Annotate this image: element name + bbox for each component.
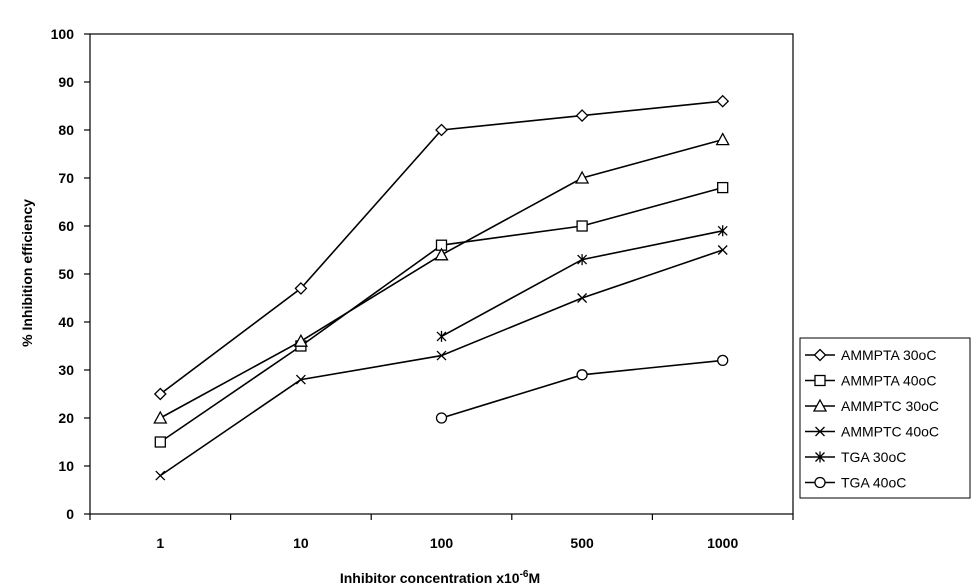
legend-label: TGA 40oC	[841, 475, 906, 491]
legend-label: AMMPTA 40oC	[841, 373, 936, 389]
x-axis-title: Inhibitor concentration x10-6M	[340, 569, 540, 586]
x-axis: 1 10 100 500 1000	[89, 514, 794, 551]
x-tick-label: 1000	[707, 535, 738, 551]
x-tick-label: 100	[430, 535, 454, 551]
x-tick-label: 1	[156, 535, 164, 551]
series-5	[435, 354, 729, 424]
data-point	[435, 412, 448, 424]
data-point	[717, 245, 728, 255]
series-2	[153, 132, 730, 424]
legend-label: AMMPTC 40oC	[841, 424, 939, 440]
data-point	[155, 470, 166, 481]
y-tick-label: 10	[58, 458, 74, 474]
data-point	[575, 109, 589, 123]
legend: AMMPTA 30oC AMMPTA 40oC AMMPTC 30oC AMMPTC …	[799, 337, 971, 499]
legend-marker	[814, 476, 826, 489]
series-group	[153, 94, 730, 481]
x-axis-title-main: Inhibitor concentration x10	[340, 570, 520, 586]
y-tick-label: 100	[51, 26, 75, 42]
data-point	[717, 181, 729, 194]
legend-label: AMMPTC 30oC	[841, 398, 939, 414]
data-point	[577, 293, 588, 303]
y-tick-label: 60	[58, 218, 74, 234]
data-point	[576, 220, 588, 232]
legend-marker	[813, 348, 827, 362]
legend-label: TGA 30oC	[841, 449, 906, 465]
data-point	[435, 123, 448, 137]
data-point	[717, 354, 729, 367]
legend-box	[799, 337, 971, 499]
data-point	[153, 387, 167, 401]
data-point	[294, 281, 308, 295]
x-tick-label: 10	[293, 535, 309, 551]
data-point	[577, 254, 588, 266]
data-point	[575, 170, 590, 184]
data-point	[434, 247, 449, 261]
y-tick-label: 40	[58, 314, 74, 330]
data-point	[153, 410, 168, 424]
data-point	[436, 330, 447, 342]
data-point	[295, 374, 306, 385]
y-tick-label: 0	[66, 506, 74, 522]
x-axis-title-exponent: -6	[520, 569, 529, 580]
legend-label: AMMPTA 30oC	[841, 347, 936, 363]
y-tick-label: 70	[58, 170, 74, 186]
legend-marker	[812, 398, 828, 412]
data-point	[717, 225, 728, 237]
y-tick-label: 20	[58, 410, 74, 426]
y-axis: 0 10 20 30 40 50 60 70 80 90 100	[51, 26, 90, 522]
legend-marker	[815, 426, 825, 437]
data-point	[715, 132, 730, 146]
y-tick-label: 30	[58, 362, 74, 378]
y-tick-label: 80	[58, 122, 74, 138]
data-point	[154, 436, 166, 448]
series-3	[155, 245, 728, 481]
y-tick-label: 90	[58, 74, 74, 90]
y-axis-title: % Inhibition efficiency	[19, 199, 35, 347]
legend-marker	[814, 374, 826, 387]
x-tick-label: 500	[570, 535, 594, 551]
legend-marker	[815, 451, 825, 463]
x-axis-title-unit: M	[528, 570, 540, 586]
data-point	[293, 333, 308, 347]
series-0	[153, 94, 730, 401]
data-point	[436, 350, 447, 361]
y-tick-label: 50	[58, 266, 74, 282]
data-point	[576, 369, 588, 381]
series-4	[436, 225, 728, 342]
data-point	[716, 94, 730, 108]
